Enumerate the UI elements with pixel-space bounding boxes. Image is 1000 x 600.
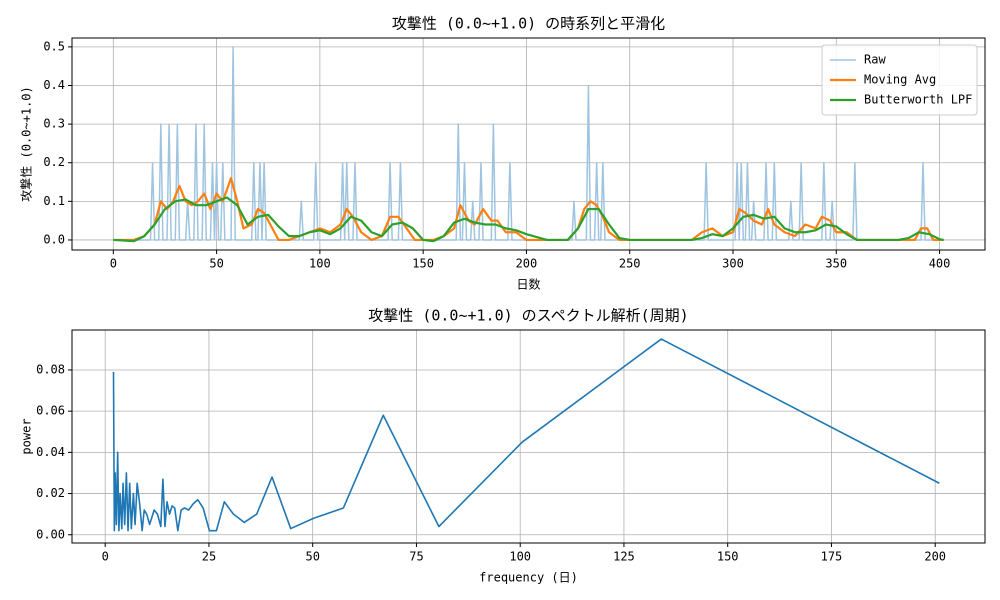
subplot: 0 25 50 75 100 125 150 175 200 0.00 0.02 0.04 0.06 0.… xyxy=(20,307,986,585)
x-tick-label: 100 xyxy=(509,550,531,564)
y-tick-label: 0.5 xyxy=(43,39,65,53)
x-tick-label: 125 xyxy=(613,550,635,564)
series-line xyxy=(113,177,944,242)
legend-box xyxy=(821,44,978,116)
y-axis-label: 攻撃性 (0.0~+1.0) xyxy=(19,86,34,201)
x-tick-label: 25 xyxy=(202,550,216,564)
plot-frame xyxy=(71,37,986,251)
x-tick-label: 200 xyxy=(516,257,538,271)
y-tick-label: 0.0 xyxy=(43,232,65,246)
y-tick-label: 0.00 xyxy=(36,527,65,541)
y-tick-label: 0.04 xyxy=(36,445,65,459)
x-tick-label: 400 xyxy=(929,257,951,271)
y-tick-label: 0.4 xyxy=(43,78,65,92)
y-tick-label: 0.02 xyxy=(36,486,65,500)
x-tick-label: 150 xyxy=(412,257,434,271)
x-tick-label: 300 xyxy=(722,257,744,271)
x-tick-label: 50 xyxy=(305,550,319,564)
series-line xyxy=(113,46,944,241)
y-axis-label: power xyxy=(20,418,34,454)
x-tick-label: 250 xyxy=(619,257,641,271)
chart-title: 攻撃性 (0.0~+1.0) のスペクトル解析(周期) xyxy=(368,307,688,325)
legend-label: Raw xyxy=(864,53,886,67)
y-tick-label: 0.06 xyxy=(36,404,65,418)
x-tick-label: 350 xyxy=(825,257,847,271)
x-axis-label: 日数 xyxy=(516,277,540,292)
x-tick-label: 50 xyxy=(209,257,223,271)
legend-label: Butterworth LPF xyxy=(864,93,972,107)
series-line xyxy=(112,338,940,532)
x-tick-label: 0 xyxy=(110,257,117,271)
x-tick-label: 75 xyxy=(409,550,423,564)
x-tick-label: 100 xyxy=(309,257,331,271)
x-axis-label: frequency (日) xyxy=(479,571,578,585)
legend-label: Moving Avg xyxy=(864,73,936,87)
x-tick-label: 150 xyxy=(717,550,739,564)
x-tick-label: 0 xyxy=(102,550,109,564)
series-line xyxy=(113,196,944,243)
chart-title: 攻撃性 (0.0~+1.0) の時系列と平滑化 xyxy=(392,15,665,33)
x-tick-label: 175 xyxy=(821,550,843,564)
subplot: 0 50 100 150 200 250 300 350 400 0.0 0.1 0.2 0.3 0.4 0… xyxy=(19,15,986,292)
x-tick-label: 200 xyxy=(924,550,946,564)
y-tick-label: 0.3 xyxy=(43,117,65,131)
y-tick-label: 0.2 xyxy=(43,155,65,169)
y-tick-label: 0.1 xyxy=(43,194,65,208)
plot-frame xyxy=(71,329,986,544)
legend: Raw Moving Avg Butterworth LPF xyxy=(821,44,978,116)
y-tick-label: 0.08 xyxy=(36,362,65,376)
